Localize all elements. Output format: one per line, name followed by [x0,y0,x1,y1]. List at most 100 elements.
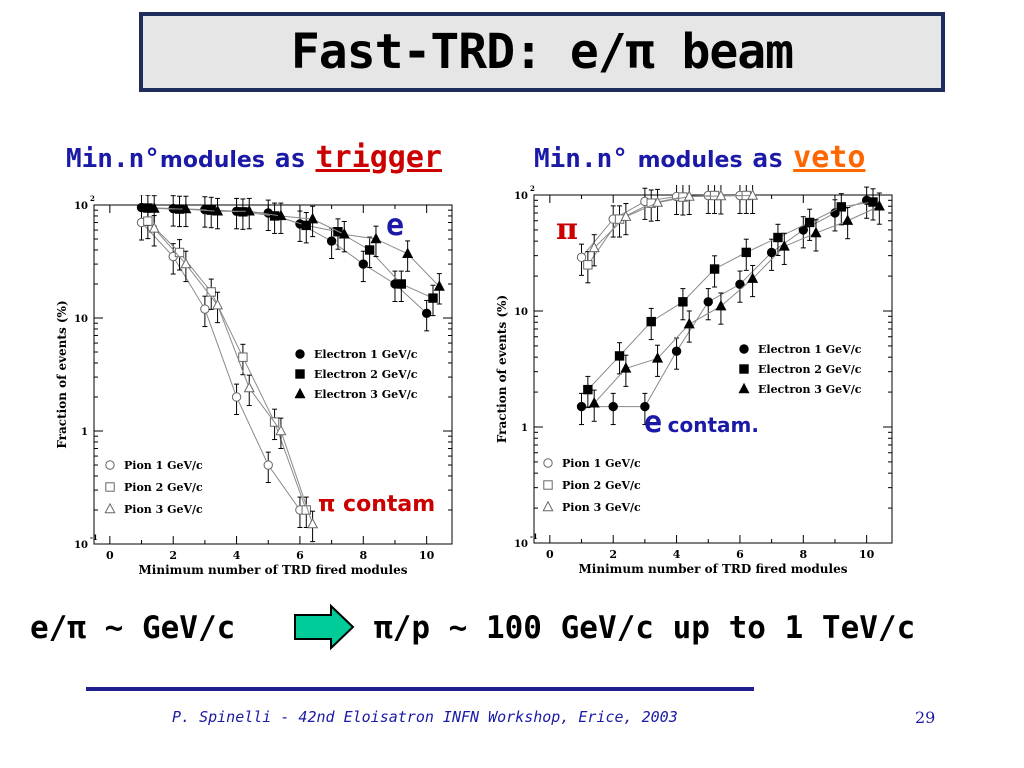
left-chart-y-tick-label: 10 [74,540,88,551]
right-chart-x-tick-label: 6 [736,548,744,561]
left-chart-data-point [301,220,311,231]
left-header-min: Min.n° [66,144,160,174]
left-chart-legend-entry: Electron 3 GeV/c [314,388,418,401]
right-chart-data-point [588,397,600,408]
left-header-as: as [274,144,306,174]
left-annotation-pi-contam: π contam [318,492,436,517]
right-chart-data-point [836,202,847,212]
left-chart-data-point [338,228,350,239]
left-chart-data-point [307,212,319,224]
left-chart-data-point [421,308,432,319]
right-chart-data-point [747,272,759,283]
right-chart-data-point [747,189,759,200]
left-chart-legend-entry: Pion 1 GeV/c [124,459,203,472]
right-header-keyword: veto [793,140,866,175]
left-chart-data-point [307,517,319,529]
left-chart-legend-entry: Pion 2 GeV/c [124,481,203,494]
right-chart-data-point [683,317,695,329]
right-chart-data-point [741,247,751,258]
right-chart-y-tick-label: 10 [514,191,528,202]
right-chart-series-line [581,199,867,408]
left-chart-x-tick-label: 4 [233,549,241,562]
right-chart-y-axis-label: Fraction of events (%) [495,295,509,443]
left-chart-legend-entry: Pion 3 GeV/c [124,503,203,516]
right-chart-legend-marker [543,458,553,468]
left-chart-data-point [358,259,368,269]
left-chart-series-4 [143,207,311,528]
left-chart-frame [93,204,453,545]
left-chart-x-tick-label: 0 [106,549,114,562]
left-chart-y-tick-label: 1 [81,427,88,438]
right-chart-data-point [652,352,664,363]
left-chart-data-point [231,392,242,402]
left-chart-x-tick-label: 6 [296,549,304,562]
right-chart-x-tick-label: 8 [799,548,807,561]
left-chart-data-point [180,257,192,269]
right-annotation-e-contam: e contam. [644,405,759,440]
right-chart-legend-marker [738,382,750,394]
left-chart-x-axis-label: Minimum number of TRD fired modules [139,563,408,577]
left-chart-data-point [180,202,192,214]
right-chart-y-tick-label: 1 [521,423,528,434]
right-chart-legend-entry: Pion 3 GeV/c [562,501,641,514]
bottom-right-text: π/p ~ 100 GeV/c up to 1 TeV/c [374,610,916,646]
right-chart-legend-marker [543,480,553,490]
left-chart-data-point [143,216,153,226]
footer-text: P. Spinelli - 42nd Eloisatron INFN Works… [172,708,678,726]
right-chart-data-point [583,260,593,270]
right-chart-legend-entry: Electron 1 GeV/c [758,343,862,356]
right-chart-data-point [620,362,632,373]
slide-title: Fast-TRD: e/π beam [290,24,794,80]
left-chart-y-tick-exp: 2 [90,195,95,203]
right-chart-series-line [587,201,874,390]
right-chart-data-point [715,189,727,201]
right-chart-data-point [576,401,587,412]
right-chart-x-tick-label: 0 [546,548,554,561]
right-chart-data-point [842,214,854,225]
right-chart-data-point [683,190,695,201]
right-chart-data-point [766,247,777,258]
left-chart-data-point [263,460,273,470]
left-chart-data-point [148,202,160,213]
right-chart-series-line [593,195,753,249]
left-chart-y-axis-label: Fraction of events (%) [55,300,69,448]
right-chart-x-axis-label: Minimum number of TRD fired modules [579,562,848,576]
left-chart-data-point [433,280,445,291]
right-chart-data-point [583,384,593,395]
right-chart-legend-entry: Pion 2 GeV/c [562,479,641,492]
left-chart-data-point [243,381,255,393]
left-chart-series-line [141,207,427,314]
right-chart-y-tick-label: 10 [514,539,528,550]
right-header-min: Min.n° [534,144,628,174]
left-chart-data-point [243,205,255,216]
right-chart-data-point [608,401,618,412]
left-chart-data-point [275,424,287,436]
right-chart-series-5 [588,185,759,267]
left-chart-data-point [200,304,210,314]
right-chart-data-point [715,299,727,311]
right-chart-data-point [646,316,656,327]
right-chart-y-tick-label: 10 [514,307,528,318]
left-chart-legend-marker [294,387,306,399]
left-header: Min.n°modules as trigger [66,140,442,175]
right-chart-data-point [588,241,600,253]
left-chart-data-point [396,279,407,289]
right-chart-x-tick-label: 10 [859,548,875,561]
left-annotation-e: e [386,208,405,243]
left-chart-data-point [238,352,248,362]
title-box: Fast-TRD: e/π beam [139,12,945,92]
left-chart-legend-marker [105,460,115,470]
left-chart-x-tick-label: 8 [359,549,367,562]
right-chart-data-point [804,217,815,228]
right-chart-legend-entry: Pion 1 GeV/c [562,457,641,470]
right-chart-legend-marker [542,500,554,512]
right-chart-data-point [778,240,790,251]
left-chart-y-tick-exp: -1 [90,533,98,542]
left-chart-series-line [141,222,301,511]
right-chart-legend-marker [739,344,749,354]
left-chart-y-tick-label: 10 [74,314,88,325]
left-chart-legend-entry: Electron 2 GeV/c [314,368,418,381]
right-chart-data-point [709,264,720,274]
left-chart-series-line [154,208,440,287]
